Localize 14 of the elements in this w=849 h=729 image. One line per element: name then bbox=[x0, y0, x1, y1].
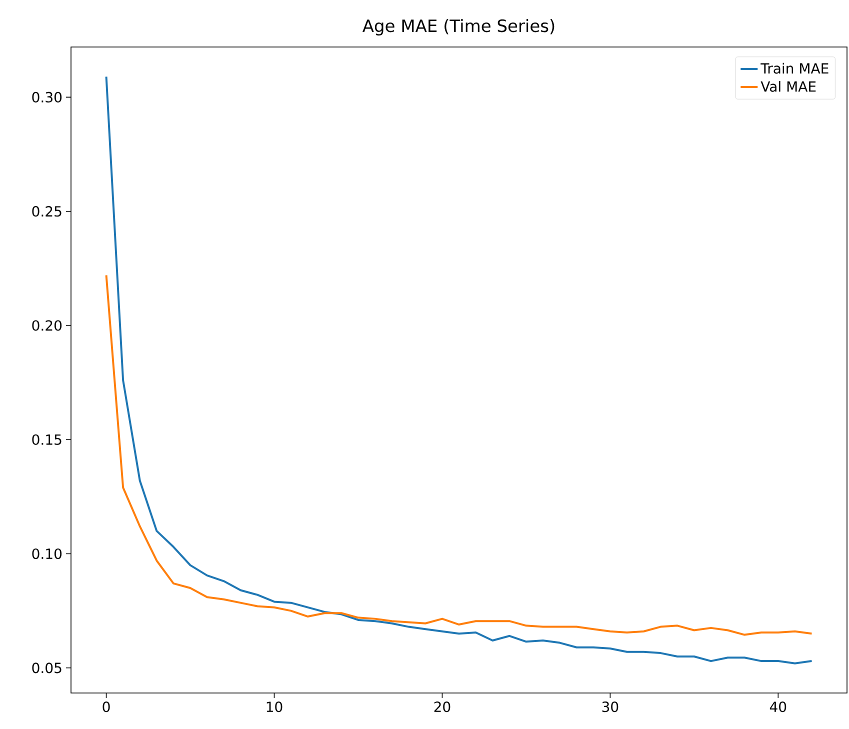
y-tick-label: 0.25 bbox=[32, 206, 62, 217]
legend-label: Val MAE bbox=[760, 80, 816, 92]
x-tick-label: 30 bbox=[602, 702, 618, 712]
y-tick-label: 0.15 bbox=[32, 434, 62, 445]
y-tick-label: 0.10 bbox=[32, 548, 62, 560]
x-tick-label: 10 bbox=[266, 702, 282, 712]
x-tick-label: 20 bbox=[434, 702, 450, 712]
y-tick-label: 0.30 bbox=[32, 92, 62, 103]
y-tick-label: 0.20 bbox=[32, 320, 62, 331]
x-tick-label: 0 bbox=[102, 702, 110, 712]
x-tick-label: 40 bbox=[770, 702, 786, 712]
y-tick-label: 0.05 bbox=[32, 662, 62, 674]
legend-label: Train MAE bbox=[760, 62, 828, 74]
chart-title: Age MAE (Time Series) bbox=[362, 19, 554, 36]
